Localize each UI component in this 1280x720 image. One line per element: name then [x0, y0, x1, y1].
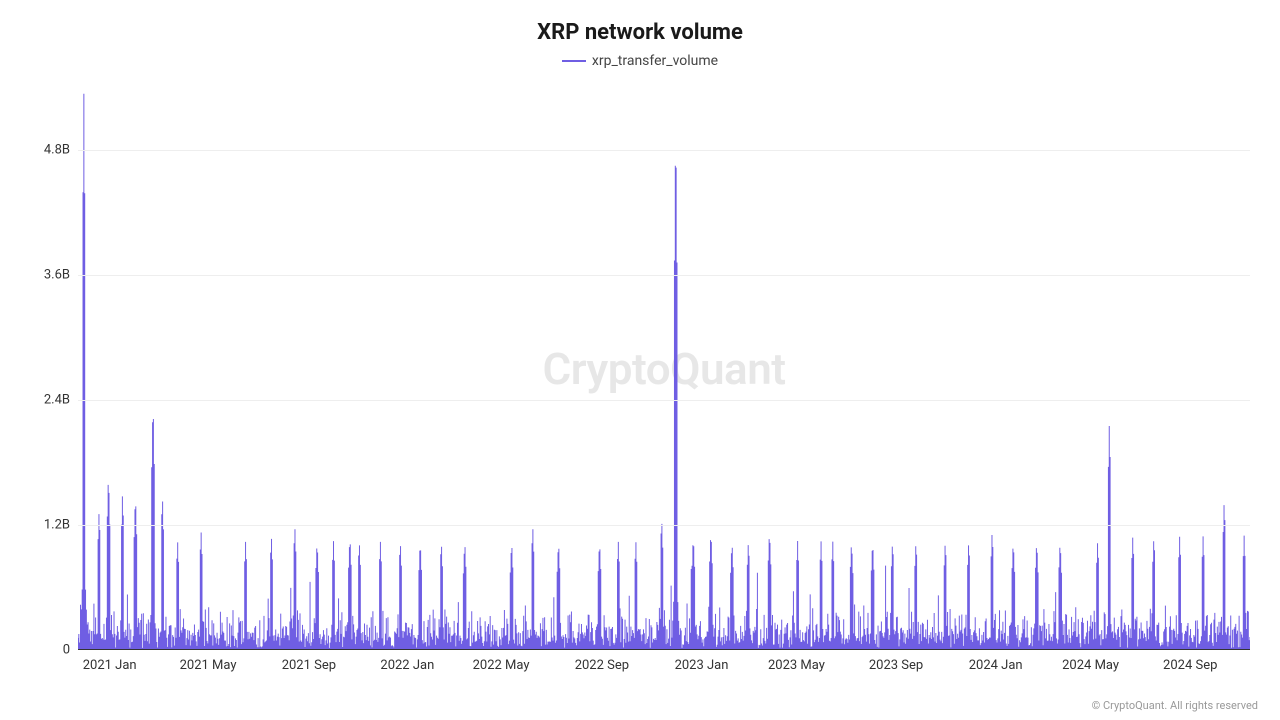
plot-area: CryptoQuant 01.2B2.4B3.6B4.8B2021 Jan202…: [78, 88, 1250, 650]
x-tick-label: 2021 Sep: [282, 650, 336, 673]
gridline: [78, 400, 1250, 401]
gridline: [78, 275, 1250, 276]
gridline: [78, 150, 1250, 151]
legend-label: xrp_transfer_volume: [592, 53, 718, 69]
x-tick-label: 2022 Jan: [380, 650, 434, 673]
x-tick-label: 2023 Jan: [675, 650, 729, 673]
legend-line: [562, 60, 586, 62]
chart-svg: [78, 88, 1250, 650]
series-line: [78, 94, 1250, 650]
x-tick-label: 2022 Sep: [575, 650, 629, 673]
x-tick-label: 2021 May: [180, 650, 237, 673]
chart-title: XRP network volume: [20, 20, 1260, 45]
y-tick-label: 2.4B: [44, 393, 78, 408]
x-tick-label: 2023 Sep: [869, 650, 923, 673]
chart-container: XRP network volume xrp_transfer_volume C…: [20, 20, 1260, 690]
x-tick-label: 2023 May: [768, 650, 825, 673]
x-tick-label: 2021 Jan: [83, 650, 137, 673]
gridline: [78, 525, 1250, 526]
x-tick-label: 2022 May: [473, 650, 530, 673]
chart-legend: xrp_transfer_volume: [20, 53, 1260, 69]
y-tick-label: 4.8B: [44, 143, 78, 158]
copyright-text: © CryptoQuant. All rights reserved: [1092, 699, 1258, 712]
y-tick-label: 0: [63, 643, 78, 658]
y-tick-label: 3.6B: [44, 268, 78, 283]
x-tick-label: 2024 Jan: [969, 650, 1023, 673]
y-tick-label: 1.2B: [44, 518, 78, 533]
x-tick-label: 2024 May: [1062, 650, 1119, 673]
x-tick-label: 2024 Sep: [1163, 650, 1217, 673]
